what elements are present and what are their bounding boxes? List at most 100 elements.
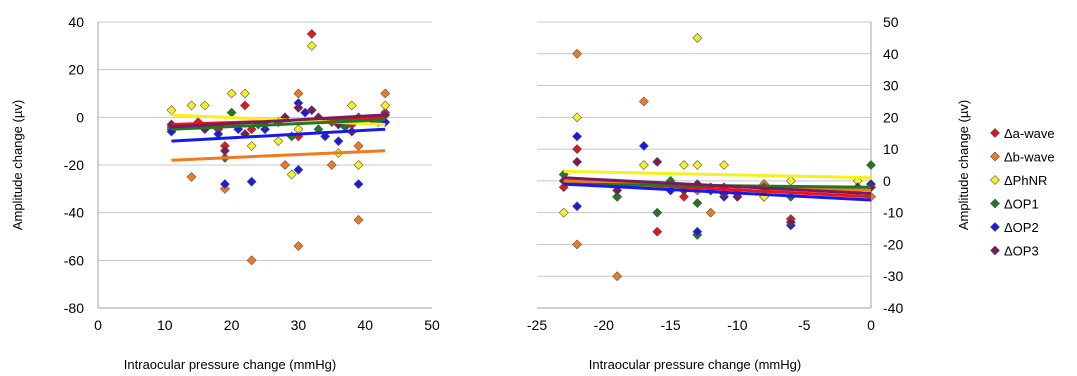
trend-line bbox=[171, 149, 386, 162]
legend-marker bbox=[990, 245, 1000, 256]
data-point bbox=[186, 171, 197, 182]
data-point bbox=[246, 176, 257, 187]
data-point bbox=[558, 207, 569, 218]
x-tick-label: 40 bbox=[357, 317, 373, 333]
data-point bbox=[246, 141, 257, 151]
data-point bbox=[199, 100, 210, 111]
data-point bbox=[679, 191, 689, 202]
data-point bbox=[186, 100, 197, 111]
series-ΔPhNR bbox=[166, 40, 391, 180]
x-tick-label: 20 bbox=[224, 317, 240, 333]
data-point bbox=[226, 107, 237, 118]
x-tick-label: 0 bbox=[867, 317, 875, 333]
data-point bbox=[785, 175, 796, 186]
x-axis-title: Intraocular pressure change (mmHg) bbox=[589, 357, 801, 372]
data-point bbox=[293, 102, 304, 113]
data-point bbox=[293, 164, 304, 175]
data-point bbox=[219, 145, 230, 156]
y-tick-label: 20 bbox=[68, 62, 84, 78]
data-point bbox=[572, 201, 583, 212]
legend-marker bbox=[990, 222, 1000, 232]
data-point bbox=[273, 136, 284, 147]
data-point bbox=[612, 191, 623, 202]
series-Δb-wave bbox=[572, 48, 876, 282]
data-point bbox=[638, 96, 649, 107]
trend-line bbox=[171, 113, 386, 129]
data-point bbox=[719, 160, 729, 170]
data-point bbox=[785, 217, 796, 228]
data-point bbox=[246, 255, 257, 266]
data-point bbox=[226, 88, 237, 99]
x-tick-label: -15 bbox=[660, 317, 680, 333]
y-tick-label: 0 bbox=[76, 109, 84, 125]
x-tick-label: -10 bbox=[727, 317, 747, 333]
data-point bbox=[306, 28, 317, 39]
data-point bbox=[346, 100, 357, 111]
series-Δb-wave bbox=[186, 88, 391, 266]
right-scatter-chart: -40 -30 -20 -10 0 10 20 30 40 50 -25 -20 -15 -10 -5 0 In… bbox=[527, 14, 971, 372]
legend-marker bbox=[990, 175, 1000, 185]
data-point bbox=[679, 160, 689, 170]
legend-label: Δb-wave bbox=[1004, 150, 1055, 165]
data-point bbox=[638, 141, 649, 151]
data-point bbox=[380, 88, 391, 99]
x-tick-label: 0 bbox=[94, 317, 102, 333]
legend-marker bbox=[990, 128, 1000, 138]
data-point bbox=[353, 160, 364, 170]
data-point bbox=[380, 100, 391, 111]
y-tick-label: -20 bbox=[883, 236, 903, 252]
legend-label: ΔPhNR bbox=[1004, 173, 1047, 188]
y-tick-label: 40 bbox=[68, 14, 84, 30]
y-tick-label: 40 bbox=[883, 46, 899, 62]
data-point bbox=[692, 226, 703, 237]
y-tick-label: 20 bbox=[883, 109, 899, 125]
y-tick-label: -60 bbox=[64, 252, 84, 268]
legend-marker bbox=[990, 198, 1000, 209]
data-point bbox=[652, 207, 663, 218]
data-point bbox=[240, 88, 250, 99]
y-tick-label: -20 bbox=[64, 157, 84, 173]
trend-line bbox=[563, 176, 872, 196]
data-point bbox=[692, 198, 703, 209]
data-point bbox=[280, 160, 290, 170]
data-point bbox=[692, 32, 703, 43]
data-point bbox=[219, 179, 230, 189]
data-point bbox=[306, 40, 317, 51]
legend-label: ΔOP3 bbox=[1004, 244, 1039, 259]
data-point bbox=[652, 226, 663, 237]
y-tick-label: -10 bbox=[883, 205, 903, 221]
data-point bbox=[572, 131, 583, 142]
x-tick-label: -20 bbox=[594, 317, 614, 333]
y-tick-label: 10 bbox=[883, 141, 899, 157]
x-tick-label: -25 bbox=[527, 317, 547, 333]
data-point bbox=[293, 124, 304, 135]
left-scatter-chart: -80 -60 -40 -20 0 20 40 0 10 20 30 40 50 Intraocular … bbox=[10, 14, 440, 372]
data-point bbox=[572, 144, 583, 155]
data-point bbox=[638, 160, 649, 170]
data-point bbox=[652, 156, 663, 167]
y-tick-label: 0 bbox=[883, 173, 891, 189]
trend-line bbox=[171, 118, 386, 131]
data-point bbox=[572, 48, 583, 59]
trend-line bbox=[171, 127, 386, 143]
data-point bbox=[572, 239, 583, 250]
data-point bbox=[286, 169, 297, 180]
legend: Δa-wave Δb-wave ΔPhNR ΔOP1 ΔOP2 ΔOP3 bbox=[990, 126, 1055, 259]
data-point bbox=[333, 136, 344, 147]
data-point bbox=[293, 241, 304, 251]
data-point bbox=[692, 160, 703, 170]
y-tick-label: -40 bbox=[64, 205, 84, 221]
data-point bbox=[166, 105, 177, 116]
data-point bbox=[306, 105, 317, 116]
data-point bbox=[353, 214, 364, 225]
y-axis-title: Amplitude change (µv) bbox=[956, 100, 971, 230]
trend-line bbox=[563, 169, 872, 180]
data-point bbox=[353, 179, 364, 189]
y-tick-label: 30 bbox=[883, 78, 899, 94]
trend-line bbox=[563, 182, 872, 202]
legend-marker bbox=[990, 151, 1000, 162]
data-point bbox=[326, 160, 337, 170]
x-tick-label: 10 bbox=[157, 317, 173, 333]
data-point bbox=[353, 141, 364, 151]
